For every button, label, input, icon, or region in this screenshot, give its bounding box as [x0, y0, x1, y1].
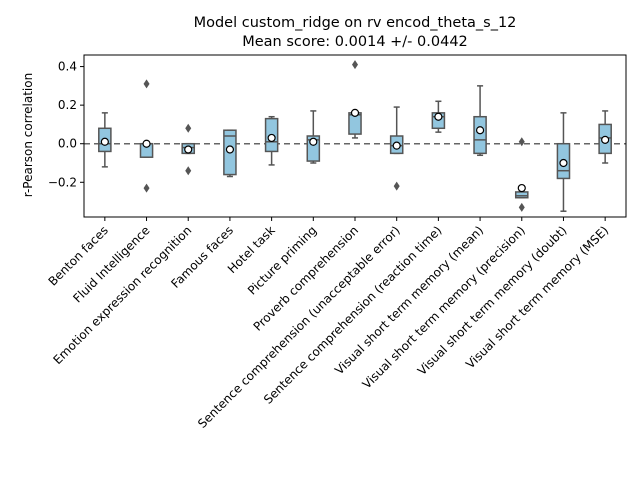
mean-marker	[350, 108, 360, 117]
mean-marker	[434, 112, 443, 121]
y-tick-label: 0.2	[58, 98, 77, 112]
outlier-point	[143, 183, 150, 193]
y-tick-label: 0.0	[58, 137, 77, 151]
outlier-point	[518, 202, 525, 212]
outlier-point	[143, 79, 150, 89]
outlier-point	[518, 137, 525, 147]
mean-marker	[309, 137, 318, 146]
chart-title-line1: Model custom_ridge on rv encod_theta_s_1…	[194, 15, 517, 31]
mean-marker	[475, 126, 485, 135]
y-tick-label: 0.4	[58, 60, 77, 74]
mean-marker	[517, 183, 526, 193]
mean-marker	[184, 145, 193, 154]
chart-title-line2: Mean score: 0.0014 +/- 0.0442	[242, 34, 468, 50]
mean-marker	[225, 145, 235, 154]
mean-marker	[601, 135, 610, 144]
mean-marker	[142, 139, 151, 148]
outlier-point	[393, 181, 400, 191]
y-tick-label: −0.2	[48, 175, 77, 189]
x-tick-label: Visual short term memory (doubt)	[415, 223, 570, 378]
mean-marker	[100, 137, 109, 146]
outlier-point	[352, 60, 358, 70]
mean-marker	[267, 133, 276, 143]
outlier-point	[185, 166, 192, 176]
mean-marker	[559, 158, 568, 168]
x-tick-label: Visual short term memory (mean)	[332, 223, 486, 377]
x-tick-label: Fluid Intelligence	[70, 223, 152, 305]
box-iqr	[473, 115, 487, 155]
mean-marker	[392, 141, 401, 150]
outlier-point	[185, 123, 192, 133]
box-iqr	[514, 191, 529, 199]
y-axis-label: r-Pearson correlation	[21, 73, 35, 197]
